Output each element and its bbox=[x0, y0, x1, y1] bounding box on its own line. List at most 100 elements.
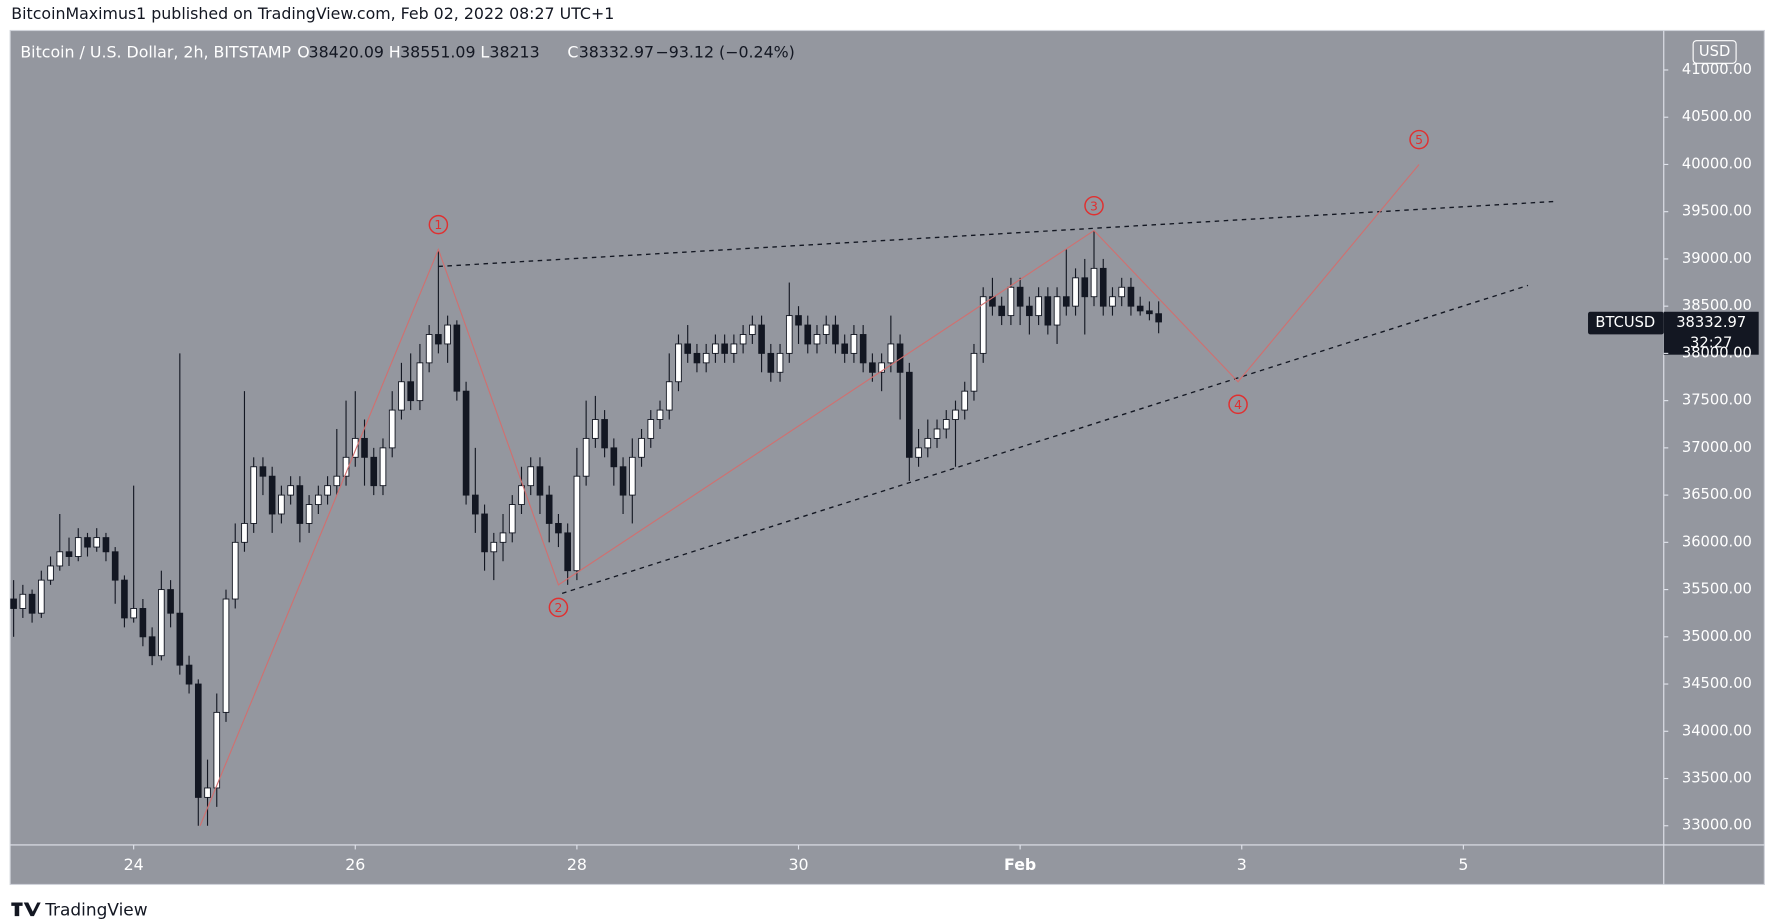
candle-body bbox=[102, 537, 110, 553]
y-tick-label: 35000.00 bbox=[1682, 628, 1752, 645]
candle-body bbox=[472, 494, 479, 515]
candle-body bbox=[1099, 267, 1107, 307]
candle-body bbox=[970, 352, 978, 392]
y-tick-label: 38000.00 bbox=[1682, 344, 1752, 361]
last-price: 38332.97 bbox=[1676, 314, 1746, 331]
x-tick-label: 28 bbox=[567, 855, 587, 874]
y-tick-label: 41000.00 bbox=[1682, 61, 1752, 78]
candle-body bbox=[952, 409, 959, 420]
candle-body bbox=[1026, 305, 1033, 317]
candle-body bbox=[204, 787, 211, 798]
candle-body bbox=[924, 437, 932, 449]
candle-body bbox=[656, 409, 664, 420]
candle-body bbox=[869, 362, 876, 373]
candle-body bbox=[693, 352, 701, 364]
candle-body bbox=[370, 456, 378, 487]
candle-body bbox=[379, 447, 387, 487]
candle-body bbox=[832, 324, 839, 345]
candle-body bbox=[19, 593, 27, 609]
x-tick-label: 26 bbox=[345, 855, 365, 874]
candle-body bbox=[592, 419, 599, 439]
candle-body bbox=[213, 711, 221, 789]
candle-body bbox=[638, 437, 645, 458]
candle-body bbox=[425, 334, 433, 364]
symbol-tag: BTCUSD bbox=[1595, 314, 1655, 331]
y-tick-label: 35500.00 bbox=[1682, 581, 1752, 598]
low-value: 38213 bbox=[489, 43, 539, 62]
candle-body bbox=[158, 589, 165, 657]
candle-body bbox=[684, 343, 692, 354]
wave-label-circle bbox=[1409, 129, 1429, 150]
candle-body bbox=[896, 343, 904, 373]
candle-body bbox=[10, 598, 17, 609]
candle-body bbox=[259, 466, 267, 477]
wave-label-circle bbox=[548, 597, 569, 618]
y-tick-label: 37000.00 bbox=[1682, 439, 1752, 456]
candle-body bbox=[1072, 277, 1079, 307]
candle-body bbox=[490, 541, 498, 553]
candle-body bbox=[167, 589, 174, 614]
candle-body bbox=[628, 456, 636, 496]
x-tick-label: 24 bbox=[124, 855, 144, 874]
candle-body bbox=[333, 475, 341, 487]
ohlc-letter: H bbox=[389, 43, 401, 62]
high-value: 38551.09 bbox=[400, 43, 475, 62]
y-tick-label: 38500.00 bbox=[1682, 297, 1752, 314]
candle-body bbox=[878, 362, 885, 373]
candle-body bbox=[795, 315, 802, 326]
chart-frame bbox=[9, 29, 1765, 886]
candle-body bbox=[619, 466, 627, 496]
candle-body bbox=[610, 447, 618, 468]
currency-box[interactable] bbox=[1692, 40, 1737, 64]
candle-body bbox=[573, 475, 581, 572]
last-price-box bbox=[1663, 311, 1759, 355]
candle-body bbox=[712, 343, 719, 354]
candle-body bbox=[1146, 310, 1153, 315]
x-tick-label: Feb bbox=[1004, 855, 1036, 874]
countdown: 32:27 bbox=[1690, 334, 1732, 351]
wave-label: 2 bbox=[554, 600, 562, 615]
candle-body bbox=[74, 537, 82, 557]
candle-body bbox=[1127, 286, 1135, 307]
open-value: 38420.09 bbox=[309, 43, 384, 62]
candle-body bbox=[388, 409, 396, 449]
candle-body bbox=[296, 485, 304, 524]
y-tick-label: 40000.00 bbox=[1682, 155, 1752, 172]
candle-body bbox=[324, 485, 331, 496]
candle-body bbox=[545, 494, 553, 524]
candle-body bbox=[407, 381, 414, 402]
y-tick-label: 36500.00 bbox=[1682, 486, 1752, 503]
wave-label: 1 bbox=[434, 217, 442, 232]
candle-body bbox=[111, 551, 119, 581]
candle-body bbox=[555, 522, 562, 534]
candle-body bbox=[813, 334, 821, 345]
x-tick-label: 3 bbox=[1237, 855, 1247, 874]
candle-body bbox=[84, 537, 91, 548]
y-tick-label: 33500.00 bbox=[1682, 770, 1752, 787]
candle-body bbox=[518, 485, 525, 506]
candle-body bbox=[65, 551, 73, 557]
candle-body bbox=[739, 334, 747, 345]
candle-body bbox=[887, 343, 895, 364]
candle-body bbox=[906, 371, 913, 458]
publisher-line: BitcoinMaximus1 published on TradingView… bbox=[11, 4, 614, 23]
candle-body bbox=[536, 466, 544, 496]
y-tick-label: 37500.00 bbox=[1682, 392, 1752, 409]
candle-body bbox=[241, 522, 248, 543]
candle-body bbox=[942, 419, 950, 430]
candle-body bbox=[93, 537, 101, 548]
wave-path bbox=[199, 164, 1420, 826]
candle-body bbox=[305, 504, 313, 524]
currency-label[interactable]: USD bbox=[1699, 43, 1730, 60]
ohlc-letter: L bbox=[480, 43, 489, 62]
brand-logo bbox=[11, 902, 41, 917]
candle-body bbox=[933, 428, 941, 439]
candle-body bbox=[582, 437, 590, 477]
y-tick-label: 34000.00 bbox=[1682, 722, 1752, 739]
candle-body bbox=[749, 324, 756, 335]
candle-body bbox=[767, 352, 775, 373]
candle-body bbox=[730, 343, 738, 354]
candle-body bbox=[665, 381, 673, 411]
